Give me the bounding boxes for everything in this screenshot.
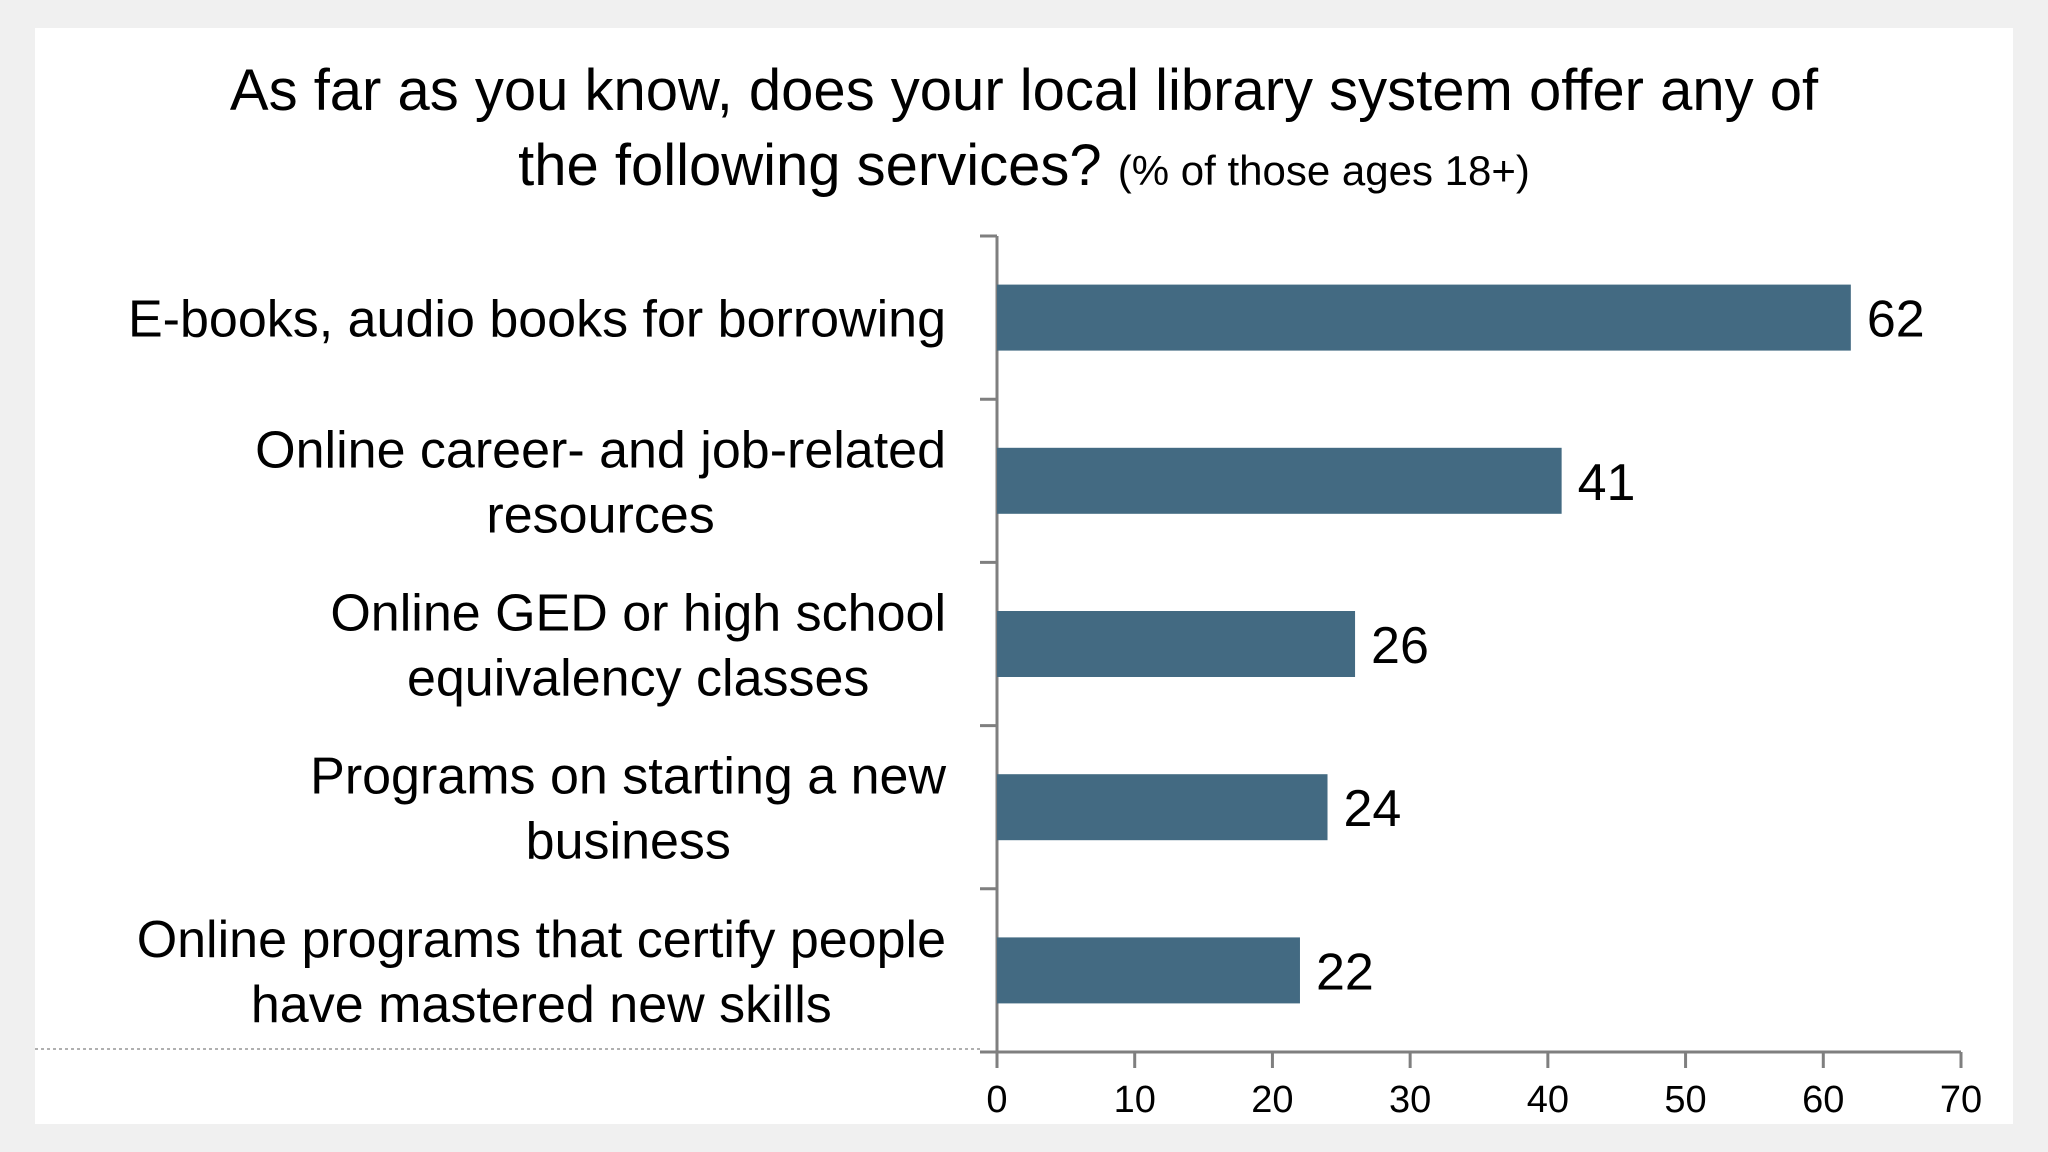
x-tick-label: 70 <box>1940 1079 1982 1121</box>
bar <box>997 774 1328 841</box>
value-label: 24 <box>1344 780 1402 838</box>
chart-subtitle: (% of those ages 18+) <box>1118 147 1530 194</box>
bars-group <box>980 234 1851 1054</box>
category-label: Online GED or high school <box>330 585 946 643</box>
bar <box>997 611 1356 677</box>
value-label: 62 <box>1867 291 1925 349</box>
chart-title-continued: the following services? <box>518 133 1118 198</box>
category-label: equivalency classes <box>407 650 869 708</box>
x-tick-label: 0 <box>986 1079 1007 1121</box>
x-tick-label: 30 <box>1389 1079 1431 1121</box>
x-tick-label: 40 <box>1527 1079 1569 1121</box>
value-labels-group: 62 41 26 24 22 <box>1316 291 1925 1002</box>
bar <box>997 937 1300 1004</box>
category-label: resources <box>486 486 714 544</box>
x-tick-label: 20 <box>1251 1079 1293 1121</box>
category-label: Online career- and job-related <box>255 421 946 479</box>
value-label: 22 <box>1316 943 1374 1001</box>
x-tick-label: 60 <box>1802 1079 1844 1121</box>
value-label: 26 <box>1371 617 1429 675</box>
value-label: 41 <box>1578 454 1636 512</box>
category-label: Programs on starting a new <box>310 748 946 806</box>
category-label: have mastered new skills <box>251 976 832 1034</box>
category-labels-group: E-books, audio books for borrowing Online… <box>128 291 946 1034</box>
chart-title-line-1: As far as you know, does your local libr… <box>230 58 1819 123</box>
x-tick-label: 10 <box>1114 1079 1156 1121</box>
bar <box>997 447 1562 514</box>
chart-title-line-2: the following services? (% of those ages… <box>518 133 1530 198</box>
x-ticks-group: 0 10 20 30 40 50 60 70 <box>986 1052 1982 1121</box>
x-tick-label: 50 <box>1664 1079 1706 1121</box>
category-label: Online programs that certify people <box>137 911 946 969</box>
bar <box>997 284 1851 351</box>
category-label: E-books, audio books for borrowing <box>128 291 946 349</box>
category-label: business <box>526 813 731 871</box>
